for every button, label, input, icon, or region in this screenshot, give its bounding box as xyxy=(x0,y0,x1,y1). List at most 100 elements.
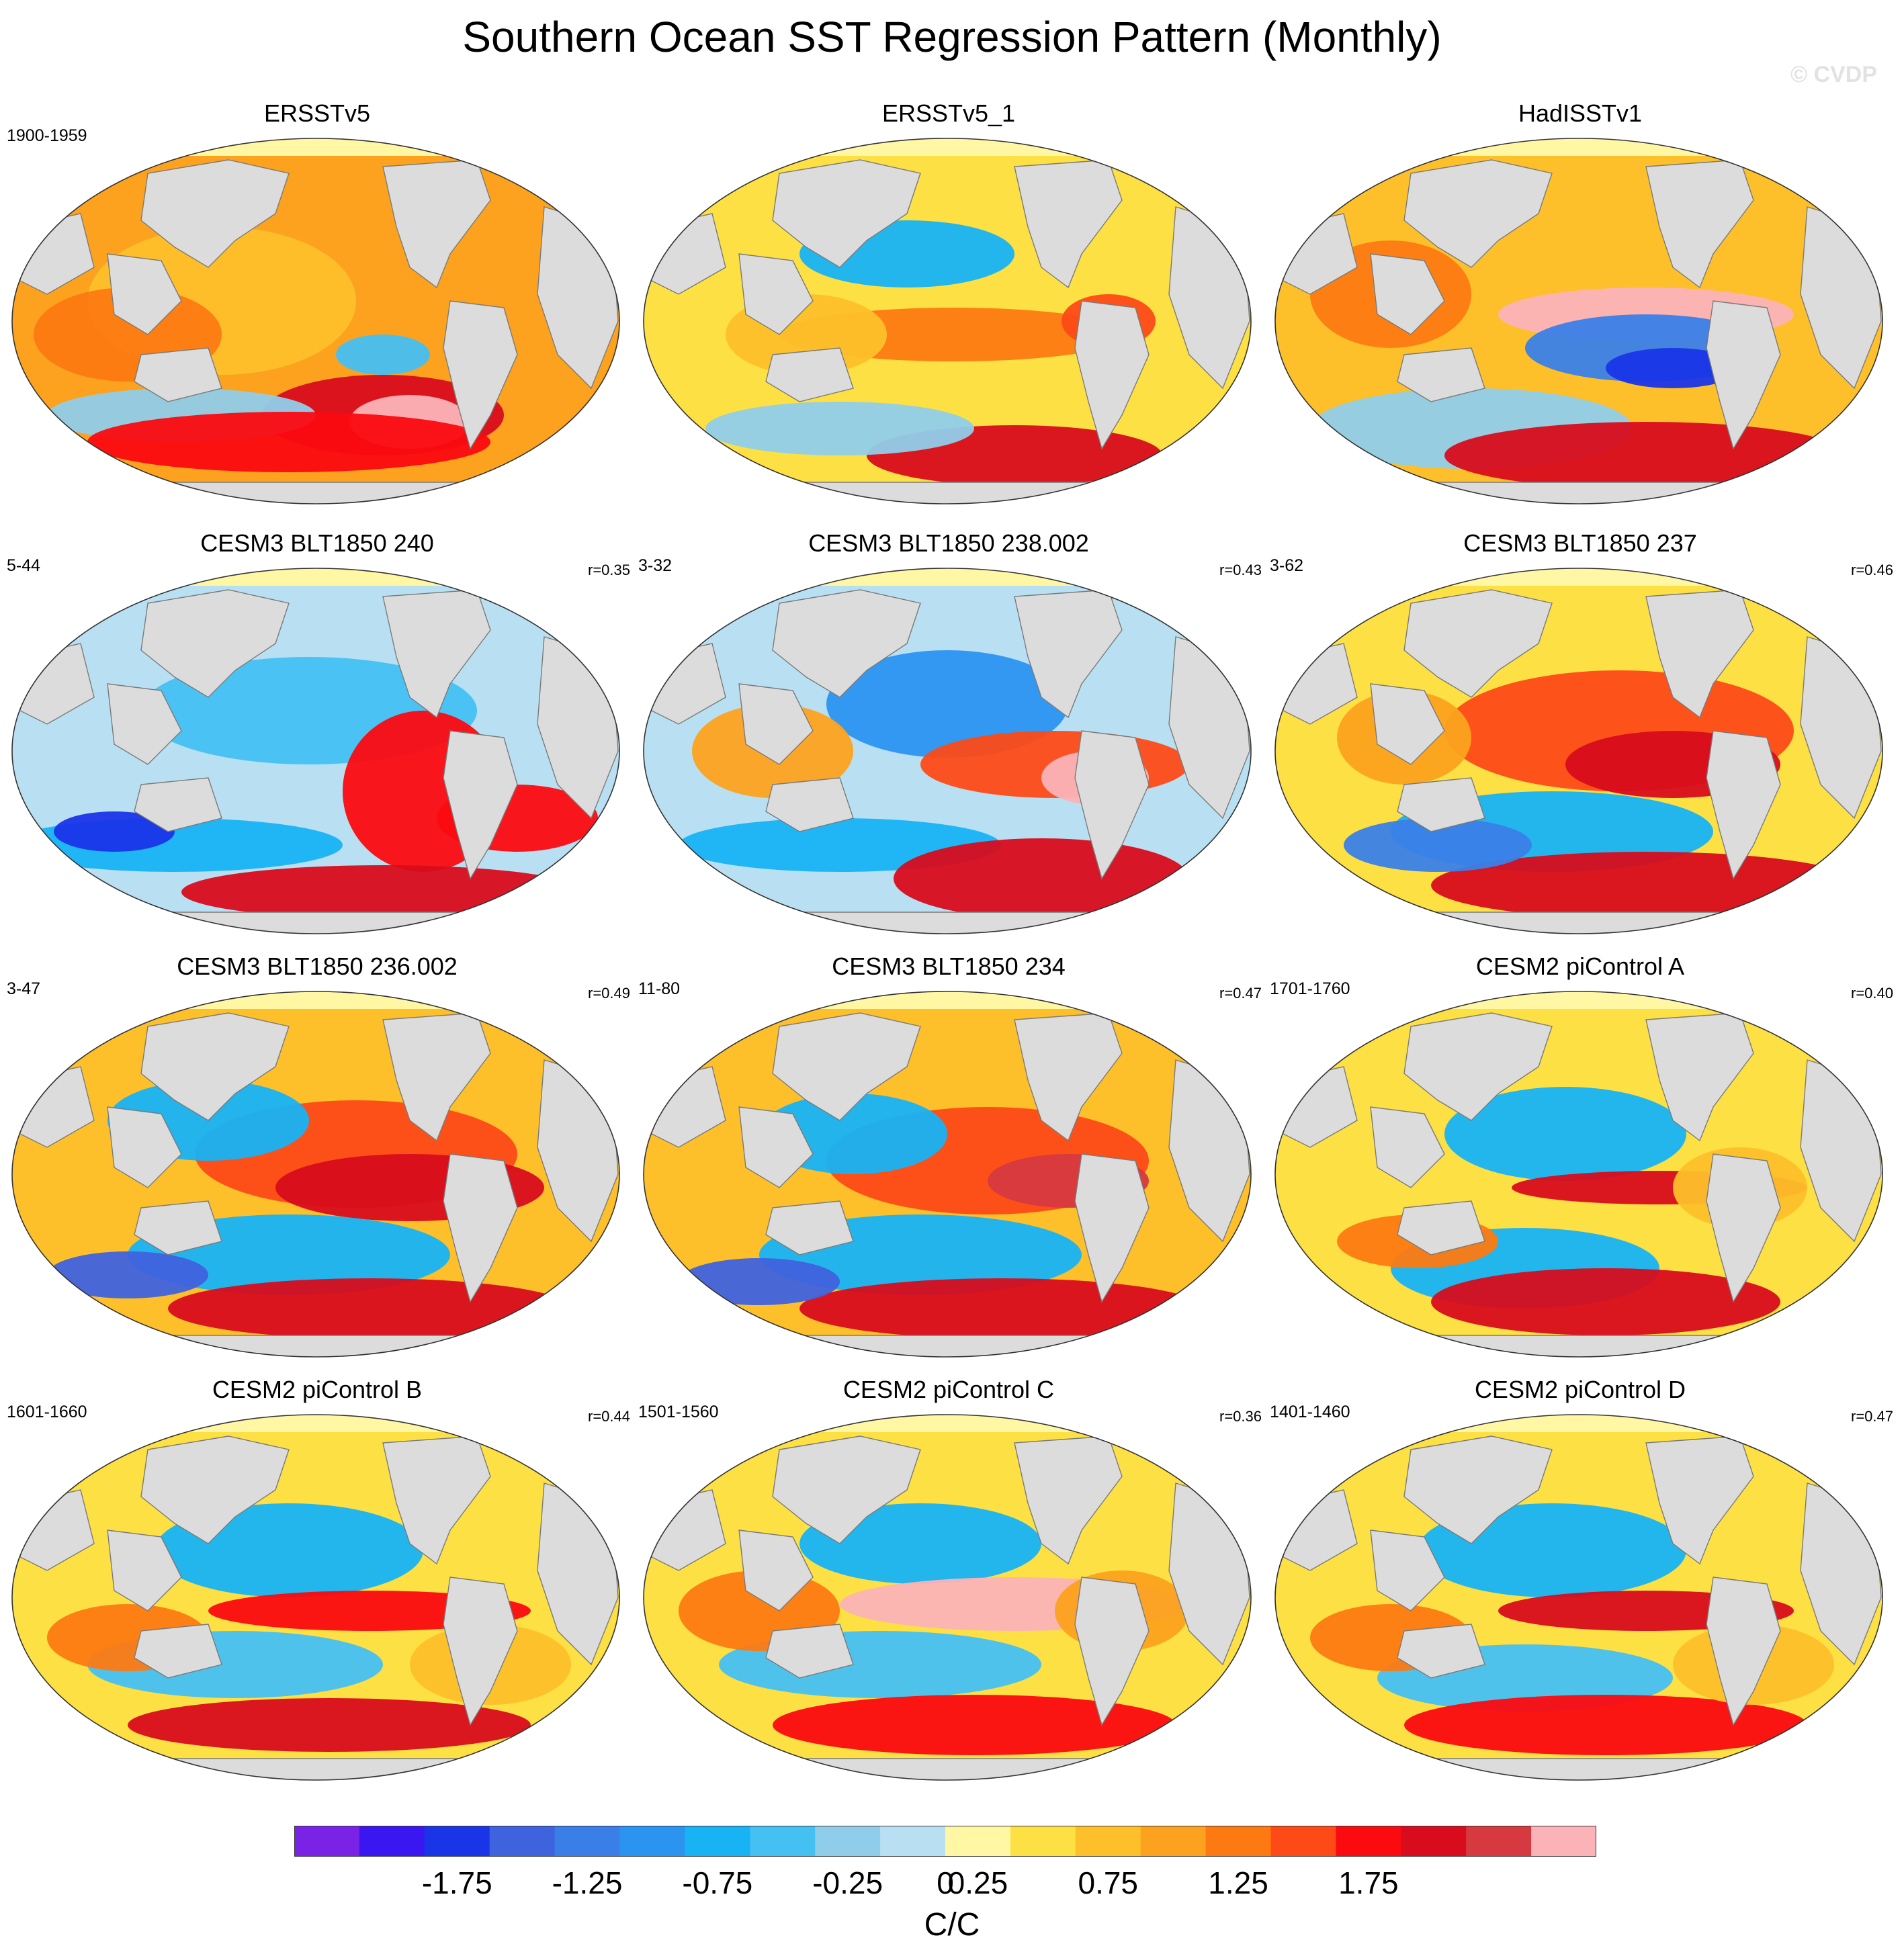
colorbar-tick-label: 1.25 xyxy=(1208,1865,1268,1900)
map-outline xyxy=(11,1414,620,1781)
robinson-map xyxy=(643,568,1252,934)
land-mass xyxy=(1370,1530,1445,1611)
land-mass xyxy=(1074,300,1150,450)
panel-correlation: r=0.40 xyxy=(1851,985,1893,1002)
robinson-map xyxy=(1274,991,1883,1358)
land-mass xyxy=(1403,1012,1553,1121)
panel-title: HadISSTv1 xyxy=(1518,99,1643,127)
panel-years: 1401-1460 xyxy=(1270,1403,1350,1421)
panel-title: CESM2 piControl C xyxy=(842,1376,1055,1403)
panel-title: CESM3 BLT1850 236.002 xyxy=(177,953,458,980)
land-mass xyxy=(1397,1624,1485,1679)
map-outline xyxy=(1274,991,1883,1358)
land-mass xyxy=(664,1335,1230,1357)
land-mass xyxy=(107,253,182,335)
land-mass xyxy=(1296,1758,1862,1780)
colorbar-box xyxy=(1531,1826,1596,1857)
panel-correlation: r=0.46 xyxy=(1851,562,1893,578)
map-panel: CESM2 piControl A 1701-1760 r=0.40 xyxy=(1263,953,1897,1369)
robinson-map xyxy=(1274,568,1883,934)
anomaly-region xyxy=(1444,422,1848,489)
panel-title: CESM3 BLT1850 234 xyxy=(832,953,1066,980)
map-outline xyxy=(643,991,1252,1358)
panel-title: CESM3 BLT1850 240 xyxy=(200,529,434,557)
panel-title: CESM3 BLT1850 237 xyxy=(1463,529,1697,557)
colorbar-box xyxy=(489,1826,556,1857)
colorbar-box xyxy=(750,1826,816,1857)
land-mass xyxy=(1397,1200,1485,1255)
anomaly-region xyxy=(87,412,490,472)
map-panel: HadISSTv1 xyxy=(1263,99,1897,516)
land-mass xyxy=(140,159,290,268)
land-mass xyxy=(738,683,814,765)
panel-title: CESM2 piControl D xyxy=(1474,1376,1686,1403)
colorbar-box xyxy=(685,1826,750,1857)
panel-correlation: r=0.35 xyxy=(588,562,630,578)
anomaly-region xyxy=(679,1258,840,1305)
anomaly-region xyxy=(1431,1268,1780,1335)
figure-title: Southern Ocean SST Regression Pattern (M… xyxy=(462,13,1442,61)
panel-years: 1601-1660 xyxy=(7,1403,87,1421)
map-outline xyxy=(1274,1414,1883,1781)
land-mass xyxy=(765,1624,854,1679)
land-mass xyxy=(107,1106,182,1188)
map-panel: CESM3 BLT1850 240 5-44 r=0.35 xyxy=(0,529,634,946)
panel-years: 3-62 xyxy=(1270,556,1304,575)
colorbar-box xyxy=(424,1826,490,1857)
map-panel: CESM3 BLT1850 237 3-62 r=0.46 xyxy=(1263,529,1897,946)
panel-years: 1701-1760 xyxy=(1270,979,1350,998)
land-mass xyxy=(140,589,290,698)
colorbar-box xyxy=(1401,1826,1467,1857)
land-mass xyxy=(664,912,1230,934)
colorbar-tick-label: 0.75 xyxy=(1078,1865,1139,1900)
land-mass xyxy=(1403,159,1553,268)
colorbar-box xyxy=(619,1826,685,1857)
colorbar-box xyxy=(1205,1826,1271,1857)
land-mass xyxy=(738,1530,814,1611)
panel-correlation: r=0.47 xyxy=(1851,1408,1893,1425)
land-mass xyxy=(140,1012,290,1121)
robinson-map xyxy=(1274,138,1883,504)
anomaly-region xyxy=(894,838,1189,919)
robinson-map xyxy=(643,138,1252,504)
land-mass xyxy=(33,912,599,934)
panel-title: ERSSTv5_1 xyxy=(881,99,1016,127)
map-outline xyxy=(11,991,620,1358)
land-mass xyxy=(1074,1153,1150,1303)
panel-correlation: r=0.36 xyxy=(1219,1408,1262,1425)
colorbar-tick-label: -0.75 xyxy=(682,1865,753,1900)
anomaly-region xyxy=(168,1278,571,1339)
panel-title: CESM2 piControl A xyxy=(1475,953,1685,980)
colorbar-box xyxy=(554,1826,620,1857)
colorbar-tick-label: 1.75 xyxy=(1338,1865,1399,1900)
land-mass xyxy=(1296,912,1862,934)
land-mass xyxy=(443,1577,518,1726)
land-mass xyxy=(1706,730,1781,880)
land-mass xyxy=(664,482,1230,504)
land-mass xyxy=(134,1624,222,1679)
anomaly-region xyxy=(47,1251,208,1298)
colorbar-box xyxy=(359,1826,425,1857)
robinson-map xyxy=(643,1414,1252,1781)
land-mass xyxy=(664,1758,1230,1780)
robinson-map xyxy=(11,991,620,1358)
robinson-map xyxy=(1274,1414,1883,1781)
map-outline xyxy=(643,1414,1252,1781)
map-panel: CESM2 piControl B 1601-1660 r=0.44 xyxy=(0,1376,634,1792)
land-mass xyxy=(1296,1335,1862,1357)
map-panel: CESM3 BLT1850 234 11-80 r=0.47 xyxy=(632,953,1266,1369)
colorbar-tick-label: -1.25 xyxy=(552,1865,623,1900)
colorbar-box xyxy=(1010,1826,1076,1857)
anomaly-region xyxy=(705,402,974,455)
land-mass xyxy=(1706,300,1781,450)
anomaly-region xyxy=(1404,1695,1807,1755)
panel-correlation: r=0.43 xyxy=(1219,562,1262,578)
land-mass xyxy=(1370,1106,1445,1188)
colorbar-tick-label: 0.25 xyxy=(947,1865,1008,1900)
land-mass xyxy=(1403,1435,1553,1544)
anomaly-region xyxy=(128,1698,531,1752)
anomaly-region xyxy=(181,865,585,919)
land-mass xyxy=(1397,777,1485,832)
robinson-map xyxy=(11,138,620,504)
map-outline xyxy=(1274,568,1883,934)
